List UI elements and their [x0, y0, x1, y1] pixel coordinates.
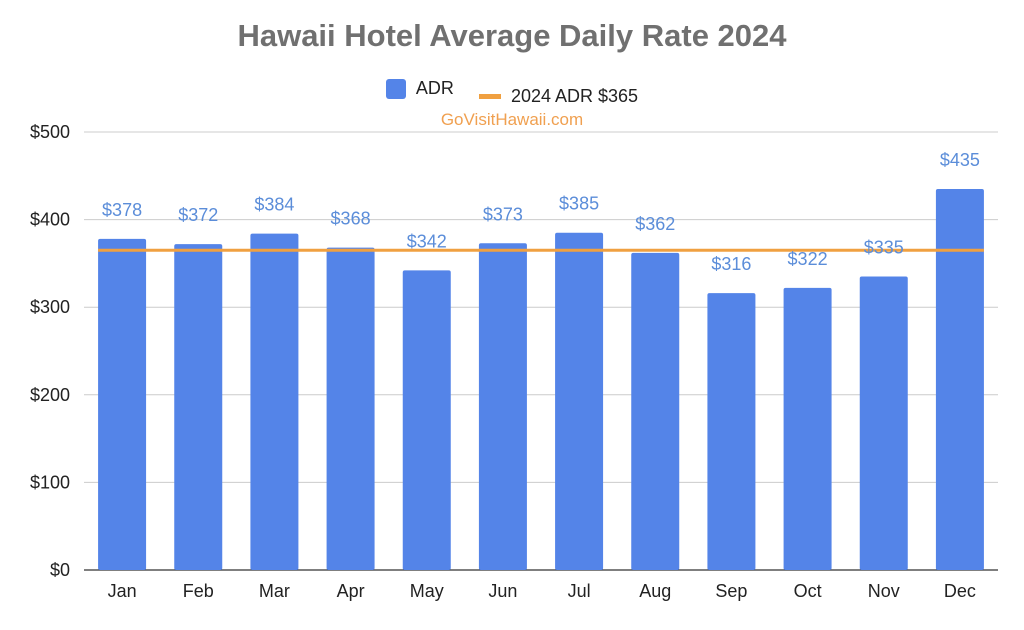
data-label: $384: [254, 195, 294, 215]
legend-swatch-reference: [478, 93, 501, 99]
bar: [783, 287, 832, 570]
data-label: $316: [711, 254, 751, 274]
chart-title: Hawaii Hotel Average Daily Rate 2024: [237, 18, 787, 53]
legend-item-adr: ADR: [385, 78, 454, 99]
legend-label-adr: ADR: [415, 78, 454, 98]
x-tick-label: Jul: [568, 581, 591, 601]
data-label: $372: [178, 205, 218, 225]
x-tick-label: Aug: [639, 581, 671, 601]
data-label: $385: [559, 194, 599, 214]
bar: [935, 188, 984, 570]
watermark: GoVisitHawaii.com: [440, 110, 584, 129]
bar: [326, 247, 375, 570]
data-label: $322: [788, 249, 828, 269]
bar: [859, 276, 908, 570]
legend-label-reference: 2024 ADR $365: [510, 85, 639, 106]
data-label: $368: [331, 209, 371, 229]
bar: [174, 244, 223, 571]
bar: [402, 270, 451, 570]
bar: [478, 243, 527, 570]
data-label: $362: [635, 214, 675, 234]
x-tick-label: Jun: [488, 581, 517, 601]
bar: [250, 233, 299, 570]
data-label: $335: [864, 238, 904, 258]
legend-item-reference: 2024 ADR $365: [478, 85, 639, 107]
data-label: $342: [407, 231, 447, 251]
data-label: $378: [102, 200, 142, 220]
y-tick-label: $400: [30, 210, 70, 230]
x-tick-label: Apr: [337, 581, 365, 601]
bar: [555, 232, 604, 571]
y-tick-label: $300: [30, 297, 70, 317]
bar: [707, 293, 756, 570]
x-tick-label: Sep: [715, 581, 747, 601]
x-tick-label: Dec: [944, 581, 976, 601]
bar: [631, 252, 680, 570]
y-tick-label: $0: [50, 560, 70, 580]
x-tick-label: Oct: [794, 581, 822, 601]
x-tick-label: Mar: [259, 581, 290, 601]
x-tick-label: Feb: [183, 581, 214, 601]
y-tick-label: $200: [30, 385, 70, 405]
legend: ADR 2024 ADR $365: [0, 78, 1024, 107]
y-tick-label: $100: [30, 472, 70, 492]
data-label: $373: [483, 204, 523, 224]
legend-swatch-adr: [385, 78, 406, 99]
x-tick-label: Nov: [868, 581, 900, 601]
x-tick-label: May: [410, 581, 444, 601]
bar: [98, 238, 147, 570]
x-tick-label: Jan: [108, 581, 137, 601]
y-tick-label: $500: [30, 122, 70, 142]
data-label: $435: [940, 150, 980, 170]
